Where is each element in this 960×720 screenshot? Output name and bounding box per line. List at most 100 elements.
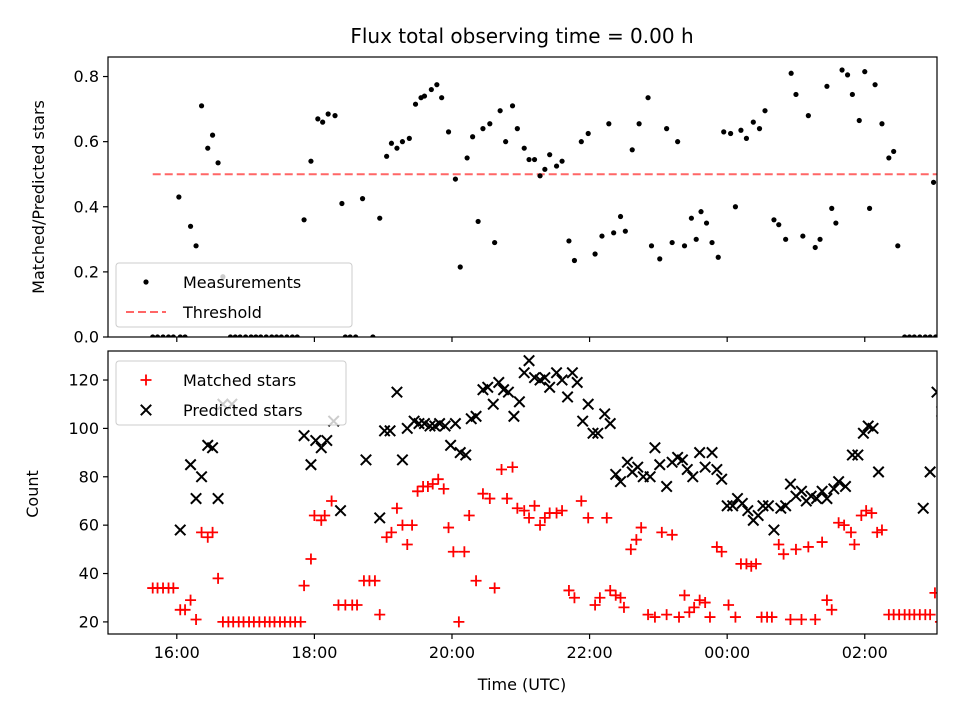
data-point <box>694 594 706 606</box>
data-point <box>458 546 470 558</box>
data-point <box>432 473 444 485</box>
data-point <box>879 121 885 127</box>
data-point <box>676 453 689 466</box>
data-point <box>829 205 835 211</box>
data-point <box>576 415 589 428</box>
data-point <box>860 505 872 517</box>
data-point <box>507 461 519 473</box>
y-tick-label: 0.0 <box>74 328 99 347</box>
data-point <box>741 504 754 517</box>
ratio-y-axis-label: Matched/Predicted stars <box>29 100 48 294</box>
data-point <box>332 113 338 119</box>
data-point <box>728 130 734 137</box>
y-tick-label: 20 <box>79 612 99 631</box>
data-point <box>793 91 799 98</box>
data-point <box>566 238 572 244</box>
data-point <box>406 135 412 141</box>
data-point <box>610 589 622 601</box>
data-point <box>503 139 509 145</box>
data-point <box>721 499 734 512</box>
data-point <box>212 492 224 505</box>
data-point <box>438 483 450 495</box>
data-point <box>906 334 913 337</box>
legend-marker-dot-icon <box>143 279 149 285</box>
data-point <box>866 507 878 519</box>
data-point <box>635 522 647 534</box>
data-point <box>783 236 789 242</box>
data-point <box>309 434 322 447</box>
data-point <box>622 228 628 234</box>
data-point <box>631 461 644 474</box>
data-point <box>206 441 219 454</box>
data-point <box>374 609 386 621</box>
legend-label: Measurements <box>183 273 301 292</box>
x-tick-label: 16:00 <box>154 643 200 662</box>
data-point <box>353 334 359 337</box>
series-0 <box>147 461 937 628</box>
series-1 <box>174 354 937 536</box>
data-point <box>876 524 888 536</box>
data-point <box>592 251 598 257</box>
data-point <box>185 594 197 606</box>
data-point <box>273 334 280 337</box>
data-point <box>538 371 551 384</box>
data-point <box>513 395 526 408</box>
data-point <box>489 582 501 594</box>
data-point <box>305 458 317 471</box>
data-point <box>773 539 785 551</box>
data-point <box>872 82 878 88</box>
data-point <box>263 334 269 337</box>
data-point <box>771 217 777 223</box>
data-point <box>396 519 408 531</box>
data-point <box>360 453 372 466</box>
data-point <box>933 334 937 337</box>
data-point <box>459 449 472 461</box>
data-point <box>481 381 494 394</box>
data-point <box>497 108 503 114</box>
data-point <box>319 509 331 521</box>
data-point <box>711 541 723 553</box>
data-point <box>871 526 883 538</box>
data-point <box>827 482 840 495</box>
plot-frame <box>107 350 938 635</box>
data-point <box>315 116 321 122</box>
data-point <box>537 173 543 179</box>
data-point <box>693 446 706 459</box>
data-point <box>487 398 500 411</box>
data-point <box>816 485 829 498</box>
data-point <box>582 512 594 524</box>
legend-label: Predicted stars <box>183 401 303 420</box>
data-point <box>611 230 617 236</box>
data-point <box>550 366 563 379</box>
data-point <box>543 381 556 394</box>
data-point <box>289 334 295 337</box>
data-point <box>301 217 307 223</box>
data-point <box>683 606 695 618</box>
data-point <box>587 427 599 440</box>
x-tick-label: 02:00 <box>842 643 888 662</box>
data-point <box>227 334 234 337</box>
data-point <box>295 616 307 628</box>
data-point <box>929 587 937 599</box>
data-point <box>661 609 673 621</box>
data-point <box>484 493 496 505</box>
data-point <box>531 156 538 163</box>
y-tick-label: 0.4 <box>74 197 99 216</box>
data-point <box>501 493 513 505</box>
data-point <box>514 126 520 132</box>
data-point <box>269 334 275 337</box>
data-point <box>523 354 535 367</box>
data-point <box>209 132 216 138</box>
data-point <box>810 492 823 505</box>
data-point <box>542 166 548 172</box>
data-point <box>556 505 568 517</box>
data-point <box>463 509 475 521</box>
data-point <box>776 222 782 228</box>
count-y-axis-label: Count <box>23 470 42 518</box>
data-point <box>205 145 211 151</box>
data-point <box>547 152 553 158</box>
data-point <box>563 584 575 596</box>
data-point <box>176 194 182 200</box>
data-point <box>384 424 396 437</box>
